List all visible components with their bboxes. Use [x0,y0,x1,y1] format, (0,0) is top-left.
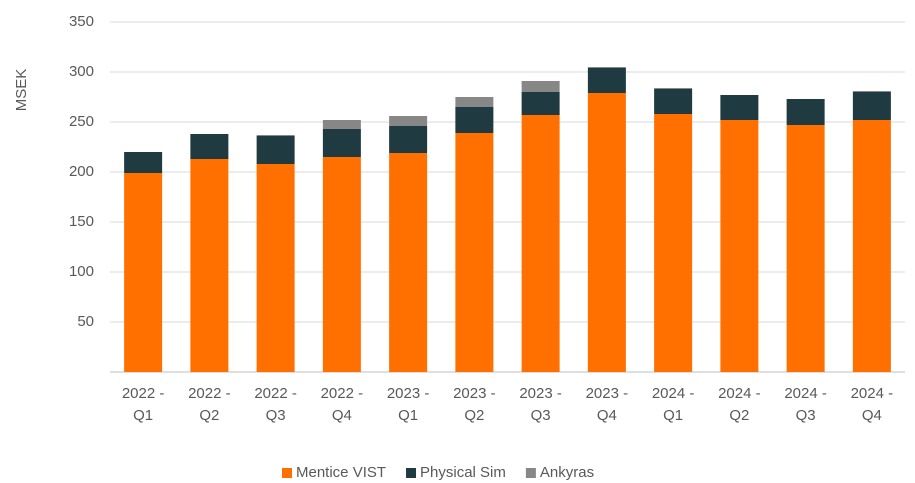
bar-segment [455,107,494,133]
bar-segment [256,136,295,164]
x-tick-label: 2024 -Q3 [784,385,827,424]
bar-segment [124,152,163,173]
bar-segment [521,92,560,115]
legend-swatch [406,468,417,478]
bar-segment [322,157,361,372]
y-tick-label: 150 [69,213,94,230]
y-tick-label: 50 [77,313,94,330]
x-tick-label: 2024 -Q4 [851,385,894,424]
bar-segment [521,115,560,372]
bar-segment [587,68,626,93]
legend-swatch [282,468,292,478]
bar-segment [190,134,229,159]
x-tick-label: 2023 -Q1 [387,385,430,424]
legend-label: Physical Sim [420,464,506,481]
bar-segment [389,126,428,153]
bar-segment [322,129,361,157]
bar-segment [720,95,759,120]
bar-segment [654,114,693,372]
y-tick-label: 200 [69,163,94,180]
bar-segment [521,81,560,92]
bar-segment [256,135,295,136]
legend-label: Ankyras [540,464,594,481]
y-tick-label: 350 [69,13,94,30]
y-tick-label: 100 [69,263,94,280]
x-tick-label: 2023 -Q4 [586,385,629,424]
bar-segment [256,164,295,372]
bar-segment [654,88,693,89]
bar-segment [389,116,428,126]
x-tick-label: 2022 -Q3 [254,385,297,424]
bar-segment [720,120,759,372]
legend-label: Mentice VIST [296,464,386,481]
x-tick-label: 2023 -Q2 [453,385,496,424]
bar-segment [852,120,891,372]
bar-segment [389,153,428,372]
x-tick-label: 2022 -Q2 [188,385,231,424]
x-tick-label: 2022 -Q1 [122,385,165,424]
x-tick-label: 2024 -Q1 [652,385,695,424]
legend-swatch [525,468,536,478]
bar-segment [455,97,494,107]
x-tick-label: 2023 -Q3 [519,385,562,424]
bar-segment [322,120,361,129]
x-tick-label: 2022 -Q4 [321,385,364,424]
bar-segment [852,92,891,120]
bar-segment [786,125,825,372]
bar-segment [587,67,626,68]
bar-segment [852,91,891,92]
bar-segment [190,159,229,372]
x-tick-label: 2024 -Q2 [718,385,761,424]
bar-segment [587,93,626,372]
bar-segment [786,99,825,125]
y-tick-label: 250 [69,113,94,130]
bar-segment [124,173,163,372]
y-tick-label: 300 [69,63,94,80]
bar-segment [455,133,494,372]
bar-segment [654,89,693,114]
y-axis-label: MSEK [13,69,30,112]
